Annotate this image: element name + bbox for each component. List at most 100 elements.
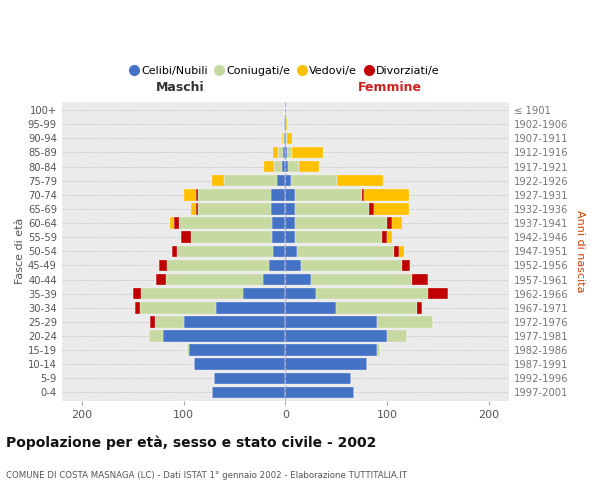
Bar	[273, 246, 286, 257]
Bar	[377, 316, 433, 328]
Bar	[263, 274, 286, 285]
Bar	[242, 288, 286, 300]
Bar	[273, 146, 278, 158]
Bar	[156, 274, 166, 285]
Bar	[284, 132, 286, 144]
Bar	[216, 302, 286, 314]
Bar	[286, 232, 295, 243]
Bar	[368, 203, 374, 214]
Bar	[184, 189, 196, 200]
Bar	[336, 302, 418, 314]
Bar	[286, 132, 287, 144]
Bar	[212, 175, 224, 186]
Bar	[402, 260, 410, 271]
Bar	[364, 189, 409, 200]
Bar	[274, 161, 282, 172]
Bar	[283, 146, 286, 158]
Bar	[189, 344, 286, 356]
Bar	[194, 358, 286, 370]
Bar	[286, 203, 295, 214]
Bar	[301, 260, 402, 271]
Bar	[135, 302, 140, 314]
Bar	[387, 330, 407, 342]
Bar	[176, 246, 273, 257]
Bar	[286, 218, 295, 229]
Bar	[295, 189, 362, 200]
Bar	[271, 203, 286, 214]
Bar	[269, 260, 286, 271]
Bar	[173, 218, 179, 229]
Bar	[167, 260, 269, 271]
Bar	[286, 316, 377, 328]
Text: COMUNE DI COSTA MASNAGA (LC) - Dati ISTAT 1° gennaio 2002 - Elaborazione TUTTITA: COMUNE DI COSTA MASNAGA (LC) - Dati ISTA…	[6, 470, 407, 480]
Text: Maschi: Maschi	[156, 81, 205, 94]
Bar	[392, 218, 402, 229]
Bar	[286, 330, 387, 342]
Bar	[287, 146, 292, 158]
Bar	[160, 260, 167, 271]
Bar	[212, 386, 286, 398]
Bar	[150, 316, 155, 328]
Bar	[295, 232, 382, 243]
Bar	[286, 260, 301, 271]
Bar	[166, 274, 263, 285]
Bar	[299, 161, 319, 172]
Bar	[394, 246, 399, 257]
Bar	[282, 132, 283, 144]
Bar	[295, 203, 368, 214]
Bar	[140, 302, 216, 314]
Bar	[179, 218, 272, 229]
Bar	[264, 161, 274, 172]
Bar	[387, 218, 392, 229]
Bar	[286, 288, 316, 300]
Bar	[284, 118, 286, 130]
Bar	[286, 146, 287, 158]
Bar	[196, 203, 198, 214]
Bar	[155, 316, 184, 328]
Bar	[298, 246, 394, 257]
Bar	[286, 118, 287, 130]
Bar	[191, 232, 272, 243]
Bar	[283, 132, 284, 144]
Bar	[272, 232, 286, 243]
Bar	[292, 146, 323, 158]
Bar	[286, 386, 355, 398]
Bar	[196, 189, 198, 200]
Bar	[224, 175, 277, 186]
Bar	[412, 274, 428, 285]
Bar	[187, 344, 189, 356]
Bar	[286, 246, 298, 257]
Bar	[272, 218, 286, 229]
Bar	[282, 161, 286, 172]
Bar	[311, 274, 412, 285]
Bar	[277, 175, 286, 186]
Y-axis label: Anni di nascita: Anni di nascita	[575, 210, 585, 292]
Bar	[428, 288, 448, 300]
Bar	[133, 288, 141, 300]
Bar	[399, 246, 404, 257]
Bar	[377, 344, 380, 356]
Bar	[286, 175, 292, 186]
Bar	[316, 288, 428, 300]
Bar	[286, 189, 295, 200]
Bar	[198, 189, 271, 200]
Bar	[184, 316, 286, 328]
Bar	[374, 203, 409, 214]
Bar	[286, 274, 311, 285]
Bar	[286, 302, 336, 314]
Bar	[292, 175, 337, 186]
Bar	[181, 232, 191, 243]
Text: Femmine: Femmine	[358, 81, 422, 94]
Bar	[278, 146, 283, 158]
Legend: Celibi/Nubili, Coniugati/e, Vedovi/e, Divorziati/e: Celibi/Nubili, Coniugati/e, Vedovi/e, Di…	[127, 61, 444, 80]
Bar	[170, 218, 173, 229]
Bar	[387, 232, 392, 243]
Bar	[286, 161, 289, 172]
Bar	[214, 372, 286, 384]
Bar	[418, 302, 422, 314]
Bar	[271, 189, 286, 200]
Text: Popolazione per età, sesso e stato civile - 2002: Popolazione per età, sesso e stato civil…	[6, 436, 376, 450]
Bar	[286, 372, 352, 384]
Bar	[287, 132, 292, 144]
Bar	[382, 232, 387, 243]
